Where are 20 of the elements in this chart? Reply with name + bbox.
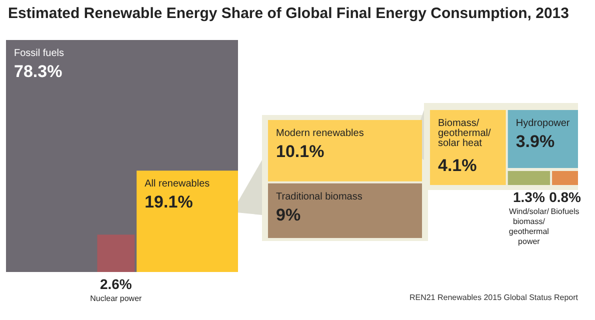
category-label: Modern renewables xyxy=(276,128,364,139)
category-label: Nuclear power xyxy=(90,294,142,303)
category-label: Wind/solar/ biomass/ geothermal power xyxy=(508,207,550,246)
data-label: 3.9% xyxy=(516,132,555,151)
category-label: Biofuels xyxy=(550,207,580,216)
data-label: 0.8% xyxy=(549,189,582,205)
data-label: 19.1% xyxy=(144,192,193,212)
data-label: 10.1% xyxy=(276,142,324,161)
data-label: 9% xyxy=(276,205,301,224)
data-label: 1.3% xyxy=(512,189,546,205)
category-label: Traditional biomass xyxy=(276,191,362,202)
data-label: 2.6% xyxy=(100,276,132,292)
text: REN21 Renewables 2015 Global Status Report xyxy=(409,293,579,302)
category-label: Fossil fuels xyxy=(14,48,64,59)
category-label: All renewables xyxy=(144,178,210,190)
category-label: Hydropower xyxy=(516,118,570,129)
data-label: 78.3% xyxy=(14,62,62,81)
category-label: Biomass/ geothermal/ solar heat xyxy=(438,118,492,149)
text: Estimated Renewable Energy Share of Global Final Energy Consumption, 2013 xyxy=(8,5,569,22)
data-label: 4.1% xyxy=(438,156,477,175)
